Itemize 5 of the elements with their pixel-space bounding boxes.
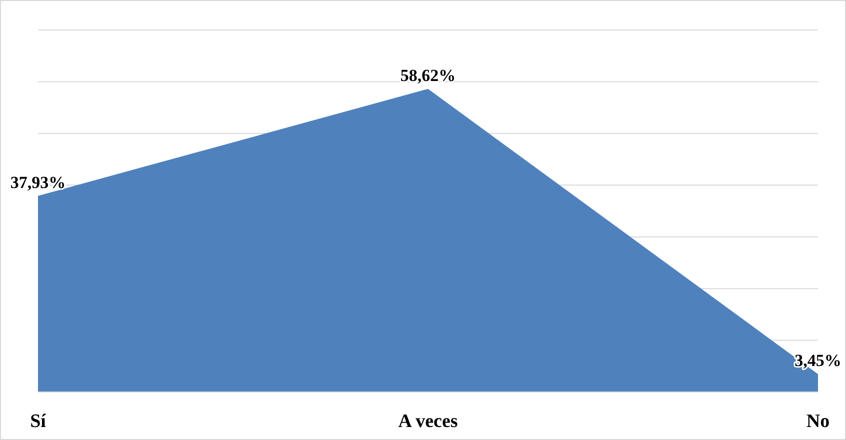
x-tick-label: No xyxy=(806,411,830,432)
data-label: 58,62% xyxy=(400,66,456,85)
data-label: 37,93% xyxy=(10,172,66,192)
x-tick-label: A veces xyxy=(398,411,458,432)
x-tick-label: Sí xyxy=(30,411,47,432)
